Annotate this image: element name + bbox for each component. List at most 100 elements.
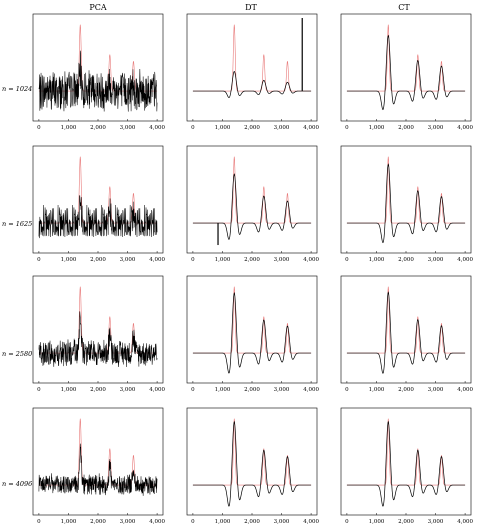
- x-tick-label: 1,000: [61, 257, 77, 263]
- x-tick-label: 0: [191, 125, 195, 131]
- x-tick-label: 3,000: [120, 519, 136, 525]
- panel-frame: [186, 13, 318, 122]
- x-tick-label: 0: [191, 257, 195, 263]
- panel-frame: [340, 407, 472, 516]
- row-label-n1024: n = 1024: [2, 85, 32, 93]
- x-tick-label: 2,000: [398, 125, 414, 131]
- estimate-line: [192, 70, 312, 98]
- x-tick-label: 1,000: [215, 387, 231, 393]
- panel-frame: [340, 145, 472, 254]
- x-tick-label: 0: [37, 387, 41, 393]
- x-tick-label: 4,000: [149, 125, 165, 131]
- x-tick-label: 3,000: [428, 257, 444, 263]
- reference-line: [346, 418, 466, 486]
- x-tick-label: 4,000: [303, 125, 319, 131]
- x-tick-label: 1,000: [61, 519, 77, 525]
- x-tick-label: 4,000: [303, 519, 319, 525]
- x-tick-label: 0: [345, 387, 349, 393]
- x-tick-label: 0: [37, 519, 41, 525]
- reference-line: [38, 418, 158, 486]
- x-tick-label: 0: [191, 387, 195, 393]
- x-tick-label: 4,000: [149, 519, 165, 525]
- reference-line: [192, 156, 312, 224]
- reference-line: [192, 24, 312, 92]
- panel-frame: [340, 275, 472, 384]
- x-tick-label: 1,000: [215, 125, 231, 131]
- panel-frame: [340, 13, 472, 122]
- estimate-line: [38, 50, 158, 112]
- panel-pca-n1625: 0 1,000 2,000 3,000 4,000: [32, 145, 165, 263]
- x-tick-label: 2,000: [90, 387, 106, 393]
- panel-dt-n2580: 0 1,000 2,000 3,000 4,000: [186, 275, 319, 393]
- x-tick-label: 1,000: [369, 387, 385, 393]
- x-tick-label: 1,000: [369, 519, 385, 525]
- x-tick-label: 3,000: [274, 257, 290, 263]
- reference-line: [346, 156, 466, 224]
- x-tick-label: 0: [191, 519, 195, 525]
- x-tick-label: 4,000: [149, 257, 165, 263]
- x-tick-label: 1,000: [215, 257, 231, 263]
- panel-frame: [32, 145, 164, 254]
- panel-frame: [32, 407, 164, 516]
- x-tick-label: 2,000: [244, 519, 260, 525]
- x-tick-label: 4,000: [457, 387, 473, 393]
- x-tick-label: 2,000: [398, 387, 414, 393]
- estimate-line: [346, 163, 466, 244]
- panel-frame: [32, 275, 164, 384]
- x-tick-label: 0: [37, 125, 41, 131]
- x-tick-label: 3,000: [274, 125, 290, 131]
- estimate-line: [38, 195, 158, 239]
- panel-pca-n1024: 0 1,000 2,000 3,000 4,000: [32, 13, 165, 131]
- x-tick-label: 4,000: [457, 257, 473, 263]
- x-tick-label: 4,000: [457, 519, 473, 525]
- estimate-line: [192, 420, 312, 507]
- x-tick-label: 3,000: [274, 387, 290, 393]
- x-tick-label: 2,000: [244, 387, 260, 393]
- x-tick-label: 4,000: [457, 125, 473, 131]
- x-tick-label: 2,000: [244, 257, 260, 263]
- x-tick-label: 1,000: [61, 125, 77, 131]
- column-header-dt: DT: [245, 3, 257, 12]
- estimate-line: [192, 291, 312, 374]
- x-tick-label: 2,000: [90, 257, 106, 263]
- reference-line: [38, 156, 158, 224]
- x-tick-label: 4,000: [303, 387, 319, 393]
- x-tick-label: 3,000: [428, 125, 444, 131]
- x-tick-label: 1,000: [369, 257, 385, 263]
- x-tick-label: 3,000: [428, 519, 444, 525]
- x-tick-label: 1,000: [215, 519, 231, 525]
- x-tick-label: 2,000: [90, 125, 106, 131]
- x-tick-label: 0: [345, 125, 349, 131]
- x-tick-label: 2,000: [90, 519, 106, 525]
- row-label-n2580: n = 2580: [2, 350, 32, 358]
- panel-ct-n4096: 0 1,000 2,000 3,000 4,000: [340, 407, 473, 525]
- estimate-line: [346, 420, 466, 507]
- panel-dt-n4096: 0 1,000 2,000 3,000 4,000: [186, 407, 319, 525]
- x-tick-label: 3,000: [274, 519, 290, 525]
- x-tick-label: 3,000: [120, 257, 136, 263]
- estimate-line: [192, 173, 312, 240]
- x-tick-label: 3,000: [428, 387, 444, 393]
- estimate-line: [38, 311, 158, 368]
- x-tick-label: 2,000: [398, 257, 414, 263]
- row-label-n1625: n = 1625: [2, 220, 32, 228]
- column-header-ct: CT: [398, 3, 410, 12]
- x-tick-label: 0: [345, 257, 349, 263]
- row-label-n4096: n = 4096: [2, 480, 32, 488]
- reference-line: [192, 286, 312, 354]
- reference-line: [192, 418, 312, 486]
- panel-frame: [186, 407, 318, 516]
- x-tick-label: 3,000: [120, 125, 136, 131]
- x-tick-label: 2,000: [244, 125, 260, 131]
- reference-line: [346, 24, 466, 92]
- estimate-line: [346, 291, 466, 374]
- column-header-pca: PCA: [89, 3, 107, 12]
- estimate-line: [346, 34, 466, 111]
- x-tick-label: 1,000: [369, 125, 385, 131]
- panel-ct-n2580: 0 1,000 2,000 3,000 4,000: [340, 275, 473, 393]
- x-tick-label: 0: [37, 257, 41, 263]
- panel-dt-n1024: 0 1,000 2,000 3,000 4,000: [186, 13, 319, 131]
- x-tick-label: 4,000: [149, 387, 165, 393]
- x-tick-label: 1,000: [61, 387, 77, 393]
